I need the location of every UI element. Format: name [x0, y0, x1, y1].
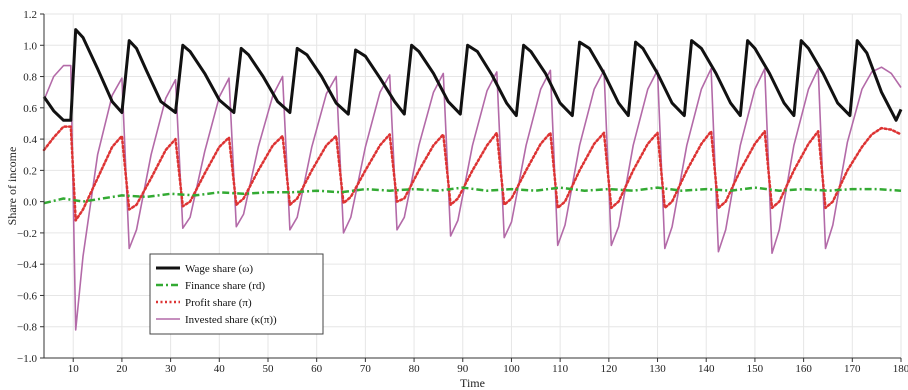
- x-tick-label: 180: [893, 363, 908, 375]
- x-tick-label: 60: [311, 363, 323, 375]
- series-line-0: [42, 28, 903, 122]
- y-axis-ticks: −1.0 −0.8 −0.6 −0.4 −0.2 0.0 0.2 0.4 0.6 0.8 1.0 1.…: [17, 9, 44, 365]
- y-tick-label: 1.0: [23, 40, 37, 52]
- x-tick-label: 70: [360, 363, 372, 375]
- x-tick-label: 160: [795, 363, 812, 375]
- y-tick-label: −1.0: [17, 353, 37, 365]
- y-tick-label: −0.4: [17, 259, 37, 271]
- legend: Wage share (ω) Finance share (rd) Profit s…: [149, 253, 324, 335]
- y-tick-label: 0.4: [23, 134, 37, 146]
- y-tick-label: 1.2: [23, 9, 37, 21]
- x-tick-label: 20: [116, 363, 128, 375]
- series-layer: [42, 28, 903, 331]
- x-tick-label: 170: [844, 363, 861, 375]
- y-tick-label: 0.2: [23, 165, 37, 177]
- x-tick-label: 140: [698, 363, 715, 375]
- legend-entry-2: Profit share (π): [185, 297, 252, 309]
- y-tick-label: 0.8: [23, 72, 37, 84]
- x-tick-label: 80: [409, 363, 421, 375]
- x-tick-label: 130: [649, 363, 666, 375]
- x-tick-label: 110: [552, 363, 569, 375]
- y-tick-label: 0.0: [23, 197, 37, 209]
- y-axis-title: Share of income: [5, 147, 19, 226]
- axes: [43, 14, 901, 359]
- x-axis-ticks: 10 20 30 40 50 60 70 80 90 100 110 120 130 140 150 160 1…: [68, 358, 908, 375]
- y-tick-label: −0.8: [17, 322, 37, 334]
- legend-entry-3: Invested share (κ(π)): [185, 314, 277, 326]
- legend-entry-0: Wage share (ω): [185, 263, 253, 275]
- y-tick-label: 0.6: [23, 103, 37, 115]
- x-tick-label: 100: [503, 363, 520, 375]
- x-tick-label: 10: [68, 363, 80, 375]
- x-tick-label: 120: [601, 363, 618, 375]
- series-line-1: [43, 186, 902, 205]
- x-axis-title: Time: [460, 376, 485, 390]
- x-tick-label: 90: [457, 363, 469, 375]
- x-tick-label: 40: [214, 363, 226, 375]
- x-tick-label: 50: [262, 363, 274, 375]
- x-tick-label: 30: [165, 363, 177, 375]
- legend-entry-1: Finance share (rd): [185, 280, 265, 292]
- series-line-2: [42, 125, 903, 222]
- x-tick-label: 150: [747, 363, 764, 375]
- y-tick-label: −0.6: [17, 290, 37, 302]
- y-tick-label: −0.2: [17, 228, 37, 240]
